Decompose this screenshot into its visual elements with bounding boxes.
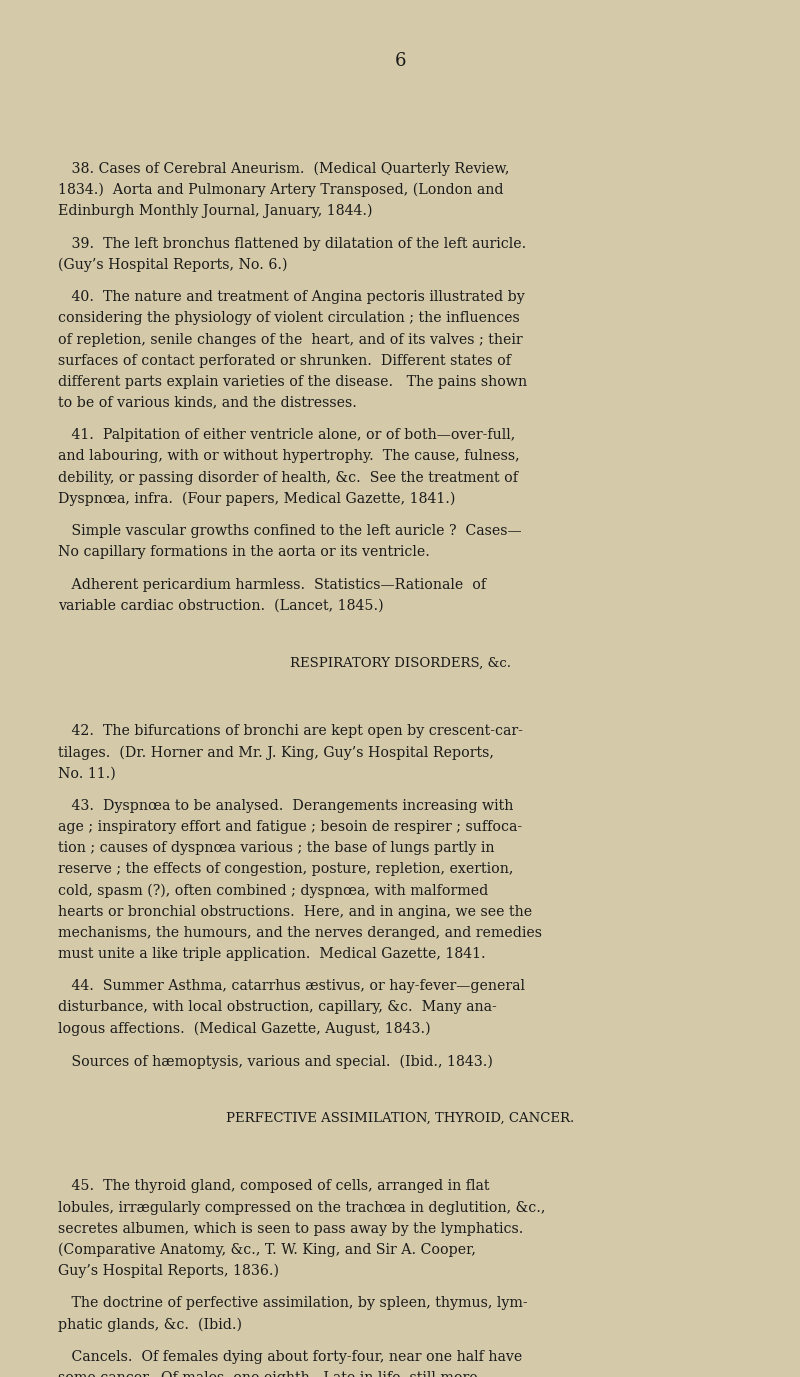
Text: mechanisms, the humours, and the nerves deranged, and remedies: mechanisms, the humours, and the nerves … (58, 925, 542, 939)
Text: to be of various kinds, and the distresses.: to be of various kinds, and the distress… (58, 395, 357, 410)
Text: Dyspnœa, infra.  (Four papers, Medical Gazette, 1841.): Dyspnœa, infra. (Four papers, Medical Ga… (58, 492, 455, 505)
Text: phatic glands, &c.  (Ibid.): phatic glands, &c. (Ibid.) (58, 1318, 242, 1332)
Text: hearts or bronchial obstructions.  Here, and in angina, we see the: hearts or bronchial obstructions. Here, … (58, 905, 532, 918)
Text: 44.  Summer Asthma, catarrhus æstivus, or hay-fever—general: 44. Summer Asthma, catarrhus æstivus, or… (58, 979, 525, 993)
Text: PERFECTIVE ASSIMILATION, THYROID, CANCER.: PERFECTIVE ASSIMILATION, THYROID, CANCER… (226, 1113, 574, 1125)
Text: 38. Cases of Cerebral Aneurism.  (Medical Quarterly Review,: 38. Cases of Cerebral Aneurism. (Medical… (58, 162, 509, 176)
Text: and labouring, with or without hypertrophy.  The cause, fulness,: and labouring, with or without hypertrop… (58, 449, 519, 464)
Text: 39.  The left bronchus flattened by dilatation of the left auricle.: 39. The left bronchus flattened by dilat… (58, 237, 526, 251)
Text: surfaces of contact perforated or shrunken.  Different states of: surfaces of contact perforated or shrunk… (58, 354, 510, 368)
Text: 42.  The bifurcations of bronchi are kept open by crescent-car-: 42. The bifurcations of bronchi are kept… (58, 724, 522, 738)
Text: Edinburgh Monthly Journal, January, 1844.): Edinburgh Monthly Journal, January, 1844… (58, 204, 372, 219)
Text: (Comparative Anatomy, &c., T. W. King, and Sir A. Cooper,: (Comparative Anatomy, &c., T. W. King, a… (58, 1242, 475, 1257)
Text: 1834.)  Aorta and Pulmonary Artery Transposed, (London and: 1834.) Aorta and Pulmonary Artery Transp… (58, 183, 503, 197)
Text: tilages.  (Dr. Horner and Mr. J. King, Guy’s Hospital Reports,: tilages. (Dr. Horner and Mr. J. King, Gu… (58, 745, 494, 760)
Text: 43.  Dyspnœa to be analysed.  Derangements increasing with: 43. Dyspnœa to be analysed. Derangements… (58, 799, 513, 814)
Text: cold, spasm (?), often combined ; dyspnœa, with malformed: cold, spasm (?), often combined ; dyspnœ… (58, 884, 488, 898)
Text: Simple vascular growths confined to the left auricle ?  Cases—: Simple vascular growths confined to the … (58, 525, 522, 538)
Text: secretes albumen, which is seen to pass away by the lymphatics.: secretes albumen, which is seen to pass … (58, 1221, 523, 1235)
Text: 40.  The nature and treatment of Angina pectoris illustrated by: 40. The nature and treatment of Angina p… (58, 291, 524, 304)
Text: 41.  Palpitation of either ventricle alone, or of both—over-full,: 41. Palpitation of either ventricle alon… (58, 428, 515, 442)
Text: lobules, irrægularly compressed on the trachœa in deglutition, &c.,: lobules, irrægularly compressed on the t… (58, 1201, 545, 1215)
Text: Guy’s Hospital Reports, 1836.): Guy’s Hospital Reports, 1836.) (58, 1264, 278, 1278)
Text: tion ; causes of dyspnœa various ; the base of lungs partly in: tion ; causes of dyspnœa various ; the b… (58, 841, 494, 855)
Text: variable cardiac obstruction.  (Lancet, 1845.): variable cardiac obstruction. (Lancet, 1… (58, 599, 383, 613)
Text: 6: 6 (394, 52, 406, 70)
Text: RESPIRATORY DISORDERS, &c.: RESPIRATORY DISORDERS, &c. (290, 657, 510, 671)
Text: reserve ; the effects of congestion, posture, repletion, exertion,: reserve ; the effects of congestion, pos… (58, 862, 513, 876)
Text: Cancels.  Of females dying about forty-four, near one half have: Cancels. Of females dying about forty-fo… (58, 1349, 522, 1365)
Text: age ; inspiratory effort and fatigue ; besoin de respirer ; suffoca-: age ; inspiratory effort and fatigue ; b… (58, 821, 522, 834)
Text: some cancer.  Of males, one eighth.  Late in life, still more.: some cancer. Of males, one eighth. Late … (58, 1371, 482, 1377)
Text: of repletion, senile changes of the  heart, and of its valves ; their: of repletion, senile changes of the hear… (58, 332, 522, 347)
Text: No. 11.): No. 11.) (58, 767, 115, 781)
Text: The doctrine of perfective assimilation, by spleen, thymus, lym-: The doctrine of perfective assimilation,… (58, 1296, 527, 1311)
Text: considering the physiology of violent circulation ; the influences: considering the physiology of violent ci… (58, 311, 519, 325)
Text: 45.  The thyroid gland, composed of cells, arranged in flat: 45. The thyroid gland, composed of cells… (58, 1180, 489, 1194)
Text: different parts explain varieties of the disease.   The pains shown: different parts explain varieties of the… (58, 375, 526, 388)
Text: No capillary formations in the aorta or its ventricle.: No capillary formations in the aorta or … (58, 545, 430, 559)
Text: (Guy’s Hospital Reports, No. 6.): (Guy’s Hospital Reports, No. 6.) (58, 257, 287, 273)
Text: debility, or passing disorder of health, &c.  See the treatment of: debility, or passing disorder of health,… (58, 471, 518, 485)
Text: Sources of hæmoptysis, various and special.  (Ibid., 1843.): Sources of hæmoptysis, various and speci… (58, 1055, 493, 1069)
Text: disturbance, with local obstruction, capillary, &c.  Many ana-: disturbance, with local obstruction, cap… (58, 1000, 496, 1015)
Text: Adherent pericardium harmless.  Statistics—Rationale  of: Adherent pericardium harmless. Statistic… (58, 578, 486, 592)
Text: logous affections.  (Medical Gazette, August, 1843.): logous affections. (Medical Gazette, Aug… (58, 1022, 430, 1036)
Text: must unite a like triple application.  Medical Gazette, 1841.: must unite a like triple application. Me… (58, 946, 486, 961)
